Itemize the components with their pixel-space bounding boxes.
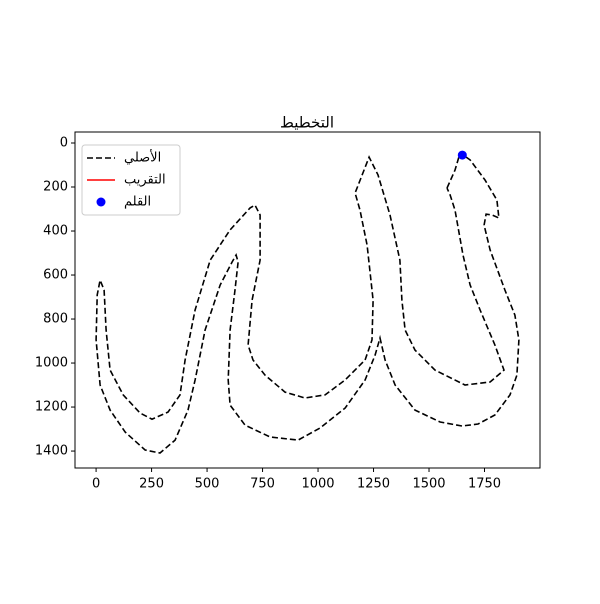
axes-frame [74, 131, 541, 469]
x-tick-label: 1500 [412, 477, 445, 492]
chart-title: التخطيط [280, 114, 334, 132]
y-tick-label: 1000 [35, 356, 68, 371]
x-tick-label: 1750 [468, 477, 501, 492]
x-tick-label: 1000 [301, 477, 334, 492]
x-tick-label: 750 [250, 477, 275, 492]
y-tick-label: 1400 [35, 444, 68, 459]
legend-label: التقريب [124, 173, 166, 188]
legend-label: القلم [124, 195, 151, 210]
legend-marker [96, 197, 106, 207]
legend-box [81, 144, 181, 216]
y-tick-label: 400 [43, 224, 68, 239]
series-line [95, 151, 520, 454]
x-tick-label: 0 [92, 477, 100, 492]
pen-point [457, 150, 467, 160]
y-tick-label: 800 [43, 312, 68, 327]
y-tick-label: 0 [60, 136, 68, 151]
x-tick-label: 250 [139, 477, 164, 492]
x-tick-label: 1250 [357, 477, 390, 492]
y-tick-label: 200 [43, 180, 68, 195]
x-tick-label: 500 [195, 477, 220, 492]
legend-label: الأصلي [124, 149, 161, 166]
y-tick-label: 600 [43, 268, 68, 283]
y-tick-label: 1200 [35, 400, 68, 415]
